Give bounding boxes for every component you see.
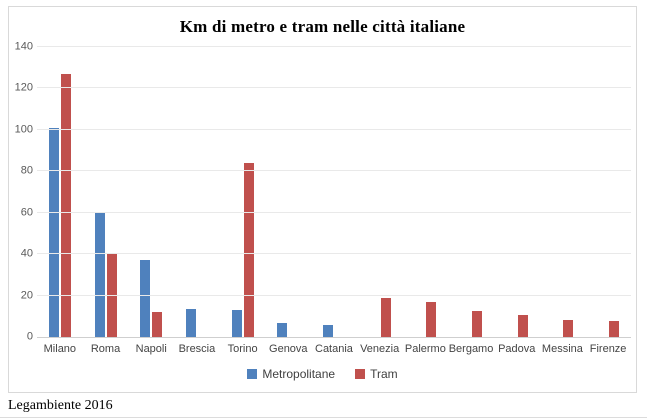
x-label-palermo: Palermo bbox=[404, 343, 446, 355]
x-label-padova: Padova bbox=[498, 343, 536, 355]
chart-legend: Metropolitane Tram bbox=[9, 367, 636, 381]
x-label-firenze: Firenze bbox=[589, 343, 627, 355]
y-tick-label-40: 40 bbox=[20, 247, 33, 260]
x-label-napoli: Napoli bbox=[135, 343, 167, 355]
x-label-catania: Catania bbox=[315, 343, 353, 355]
category-group-palermo bbox=[403, 47, 449, 337]
category-group-milano bbox=[37, 47, 83, 337]
bottom-divider bbox=[0, 417, 647, 418]
bar-metropolitane-milano bbox=[48, 127, 59, 337]
y-tick-label-0: 0 bbox=[26, 330, 33, 343]
gridline-20 bbox=[37, 294, 631, 296]
gridline-120 bbox=[37, 87, 631, 89]
legend-label-tram: Tram bbox=[370, 367, 398, 381]
bar-tram-torino bbox=[243, 163, 254, 337]
chart-container: Km di metro e tram nelle città italiane … bbox=[8, 6, 637, 393]
category-group-bergamo bbox=[448, 47, 494, 337]
bar-metropolitane-catania bbox=[322, 324, 333, 337]
x-label-messina: Messina bbox=[541, 343, 583, 355]
x-label-brescia: Brescia bbox=[178, 343, 216, 355]
bar-metropolitane-torino bbox=[231, 310, 242, 337]
tram-swatch-icon bbox=[355, 369, 366, 379]
bar-tram-napoli bbox=[152, 312, 163, 337]
x-axis-labels: Milano Roma Napoli Brescia Torino Genova Catan… bbox=[37, 343, 631, 355]
bar-tram-palermo bbox=[426, 301, 437, 337]
x-label-venezia: Venezia bbox=[360, 343, 400, 355]
chart-title: Km di metro e tram nelle città italiane bbox=[179, 17, 466, 36]
x-label-milano: Milano bbox=[43, 343, 77, 355]
bar-metropolitane-roma bbox=[94, 212, 105, 337]
y-tick-label-100: 100 bbox=[14, 123, 33, 136]
y-tick-label-60: 60 bbox=[20, 206, 33, 219]
x-label-torino: Torino bbox=[227, 343, 258, 355]
bar-metropolitane-brescia bbox=[185, 309, 196, 337]
source-note: Legambiente 2016 bbox=[8, 398, 113, 413]
bars-layer bbox=[37, 47, 631, 337]
bar-metropolitane-genova bbox=[277, 322, 288, 337]
y-tick-label-80: 80 bbox=[20, 164, 33, 177]
x-label-genova: Genova bbox=[269, 343, 308, 355]
y-tick-label-120: 120 bbox=[14, 81, 33, 94]
bar-tram-bergamo bbox=[472, 311, 483, 337]
bar-tram-padova bbox=[517, 315, 528, 337]
gridline-80 bbox=[37, 170, 631, 172]
metropolitane-swatch-icon bbox=[247, 369, 258, 379]
x-label-roma: Roma bbox=[90, 343, 121, 355]
plot-area: 0 20 40 60 80 100 120 140 bbox=[15, 41, 631, 342]
gridline-140 bbox=[37, 46, 631, 47]
x-label-bergamo: Bergamo bbox=[448, 343, 494, 355]
gridline-40 bbox=[37, 253, 631, 255]
legend-item-metropolitane: Metropolitane bbox=[247, 367, 335, 381]
bar-tram-messina bbox=[563, 320, 574, 337]
category-group-firenze bbox=[585, 47, 631, 337]
legend-item-tram: Tram bbox=[355, 367, 398, 381]
category-group-messina bbox=[540, 47, 586, 337]
category-group-genova bbox=[265, 47, 311, 337]
bar-tram-milano bbox=[60, 73, 71, 337]
bar-tram-roma bbox=[106, 254, 117, 337]
category-group-roma bbox=[83, 47, 129, 337]
category-group-catania bbox=[311, 47, 357, 337]
bar-tram-firenze bbox=[609, 321, 620, 337]
bar-tram-venezia bbox=[380, 297, 391, 337]
bar-metropolitane-napoli bbox=[140, 260, 151, 337]
category-group-napoli bbox=[128, 47, 174, 337]
y-tick-label-20: 20 bbox=[20, 289, 33, 302]
category-group-torino bbox=[220, 47, 266, 337]
y-tick-label-140: 140 bbox=[14, 40, 33, 53]
gridline-100 bbox=[37, 128, 631, 130]
category-group-venezia bbox=[357, 47, 403, 337]
gridline-60 bbox=[37, 211, 631, 213]
legend-label-metropolitane: Metropolitane bbox=[262, 367, 336, 381]
category-group-brescia bbox=[174, 47, 220, 337]
category-group-padova bbox=[494, 47, 540, 337]
